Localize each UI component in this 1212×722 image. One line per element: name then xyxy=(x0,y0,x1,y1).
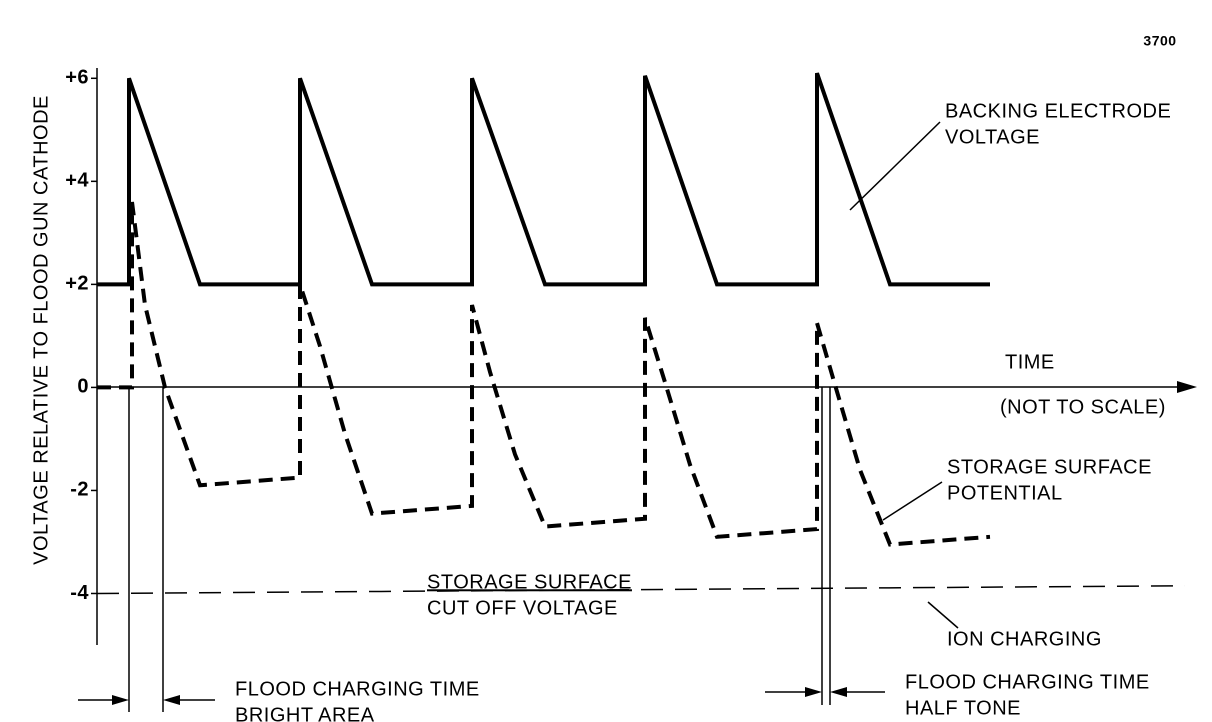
series-line xyxy=(97,72,990,287)
dimension-arrow-head xyxy=(163,695,180,705)
dimension-arrow-head xyxy=(805,687,822,697)
figure-number: 3700 xyxy=(1143,33,1176,49)
annotation: BRIGHT AREA xyxy=(235,704,375,722)
y-tick-label: +6 xyxy=(65,67,89,89)
annotation: HALF TONE xyxy=(905,697,1021,719)
x-axis-note: (NOT TO SCALE) xyxy=(1000,396,1166,418)
x-axis-label: TIME xyxy=(1005,351,1055,373)
y-tick-label: -4 xyxy=(70,582,89,604)
annotation: CUT OFF VOLTAGE xyxy=(427,597,618,619)
y-tick-label: -2 xyxy=(70,479,89,501)
annotation: VOLTAGE xyxy=(945,126,1040,148)
leader-line xyxy=(882,481,943,521)
annotation: STORAGE SURFACE xyxy=(947,456,1152,478)
leader-line xyxy=(927,601,959,629)
annotation: ION CHARGING xyxy=(947,628,1102,650)
y-tick-label: +4 xyxy=(65,170,89,192)
dimension-arrow-head xyxy=(112,695,129,705)
x-axis-arrow xyxy=(1177,381,1197,393)
annotation: BACKING ELECTRODE xyxy=(945,100,1171,122)
leader-line xyxy=(849,121,941,211)
dimension-arrow-head xyxy=(830,687,847,697)
series-line xyxy=(96,585,1186,595)
series-line xyxy=(97,201,991,547)
y-tick-label: 0 xyxy=(77,376,89,398)
annotation: POTENTIAL xyxy=(947,482,1063,504)
annotation: FLOOD CHARGING TIME xyxy=(905,671,1150,693)
y-axis-label: VOLTAGE RELATIVE TO FLOOD GUN CATHODE xyxy=(30,95,52,565)
y-tick-label: +2 xyxy=(65,273,89,295)
annotation: FLOOD CHARGING TIME xyxy=(235,678,480,700)
annotation: STORAGE SURFACE xyxy=(427,571,632,593)
